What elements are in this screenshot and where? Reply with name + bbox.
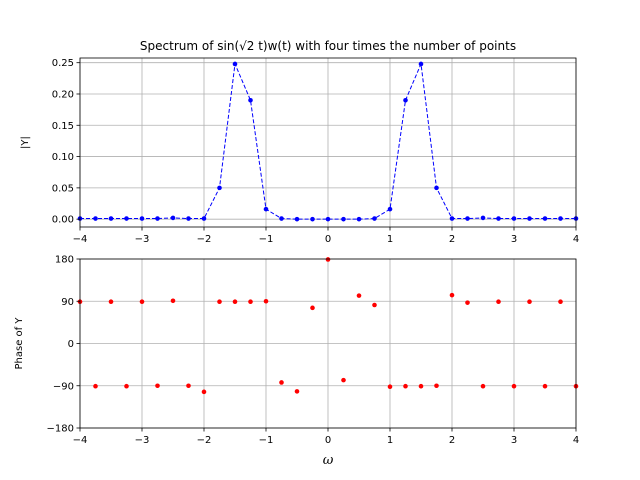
data-point [248,299,253,305]
data-point [372,302,377,308]
data-point [232,61,238,67]
x-tick-label: 3 [511,234,517,245]
x-tick-label: −4 [73,234,88,245]
x-tick-label: 1 [387,435,393,446]
x-tick-label: 3 [511,435,517,446]
x-tick-label: 4 [573,234,579,245]
x-tick-label: 2 [449,435,455,446]
data-point [558,299,563,305]
data-point [139,216,145,221]
data-point [387,206,393,212]
y-tick-label: 180 [55,255,74,266]
y-tick-label: 0.00 [52,215,74,226]
y-tick-label: 0.25 [52,58,74,69]
data-point [511,216,517,221]
data-point [201,389,207,395]
data-point [310,216,315,222]
data-point [434,383,439,389]
y-tick-label: −180 [47,424,74,435]
data-point [263,298,269,304]
data-point [403,97,408,103]
data-point [558,216,563,221]
x-tick-label: −2 [197,234,212,245]
data-point [155,216,160,221]
data-point [527,299,532,305]
phase-subplot: −4 −3 −2 −1 0 1 2 3 4 −180 −90 0 90 180 ω Phase of Y [14,255,579,469]
y-tick-label: 0.10 [52,152,74,163]
data-point [449,216,455,221]
data-point [232,299,238,305]
data-point [139,299,145,305]
data-point [496,299,501,305]
x-tick-label: −1 [259,435,274,446]
x-tick-label: 2 [449,234,455,245]
data-point [263,206,269,212]
data-point [356,293,362,298]
y-tick-label: 0.20 [52,89,74,100]
data-point [186,216,191,221]
data-point [108,299,114,305]
x-tick-label: −3 [135,234,150,245]
data-point [341,216,346,222]
x-tick-label: 0 [325,435,331,446]
data-point [372,216,377,221]
data-point [434,185,439,191]
y-axis-label: Phase of Y [14,317,25,370]
x-tick-label: 0 [325,234,331,245]
data-point [93,383,98,389]
data-point [201,216,207,221]
data-point [418,61,424,67]
chart-title: Spectrum of sin(√2 t)w(t) with four time… [140,39,516,53]
data-point [480,215,486,221]
data-point [356,216,362,222]
data-point [387,384,393,389]
x-axis-label: ω [323,453,334,468]
data-point [527,216,532,221]
data-point [93,216,98,221]
data-point [186,383,191,389]
data-point [124,216,129,221]
data-point [325,257,331,262]
data-point [108,216,114,221]
y-tick-label: 90 [61,297,74,308]
data-point [480,383,486,389]
magnitude-subplot: −4 −3 −2 −1 0 1 2 3 4 0.00 0.05 0.10 0.15 0.20 0.25 Sp… [20,39,579,245]
data-point [496,216,501,221]
data-point [279,216,284,221]
data-point [155,383,160,389]
data-point [310,305,315,311]
data-point [325,216,331,222]
data-point [170,298,176,304]
y-tick-label: 0.15 [52,121,74,132]
data-point [294,389,300,394]
data-point [418,383,424,389]
x-tick-label: −3 [135,435,150,446]
data-point [217,185,222,191]
data-point [217,299,222,305]
x-tick-label: 4 [573,435,579,446]
data-point [248,97,253,103]
x-tick-label: −4 [73,435,88,446]
data-point [124,383,129,389]
data-point [465,216,470,221]
data-point [294,216,300,222]
x-tick-label: −2 [197,435,212,446]
data-point [341,377,346,383]
x-tick-label: −1 [259,234,274,245]
y-axis-label: |Y| [20,136,31,149]
y-tick-label: 0.05 [52,183,74,194]
data-point [542,383,548,389]
data-point [279,380,284,385]
data-point [403,383,408,389]
y-tick-label: −90 [53,381,74,392]
data-point [465,300,470,305]
data-point [170,215,176,221]
magnitude-line [80,62,576,220]
x-tick-label: 1 [387,234,393,245]
data-point [449,292,455,298]
data-point [511,383,517,389]
y-tick-label: 0 [68,339,74,350]
data-point [542,216,548,221]
